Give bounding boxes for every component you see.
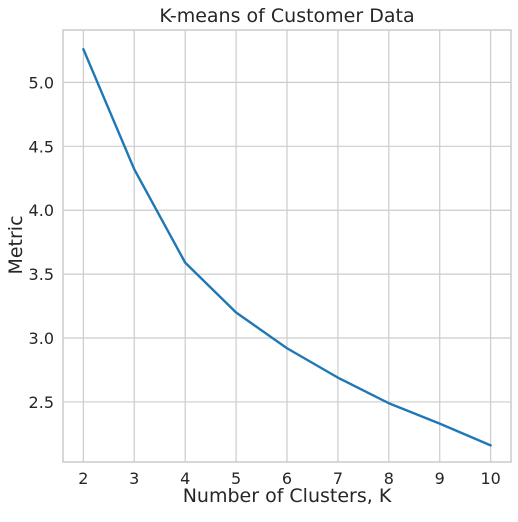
y-tick-label: 3.5 [29, 265, 54, 284]
y-tick-label: 4.0 [29, 201, 54, 220]
x-axis-title: Number of Clusters, K [183, 485, 392, 507]
x-tick-label: 8 [384, 469, 394, 488]
series-line [82, 47, 492, 447]
grid-lines [63, 30, 511, 462]
y-axis-title: Metric [5, 215, 27, 274]
y-tick-label: 3.0 [29, 329, 54, 348]
x-tick-label: 2 [78, 469, 88, 488]
x-tick-label: 9 [435, 469, 445, 488]
x-tick-label: 6 [282, 469, 292, 488]
chart-title: K-means of Customer Data [159, 5, 414, 27]
x-tick-label: 5 [231, 469, 241, 488]
x-tick-label: 3 [129, 469, 139, 488]
x-tick-label: 7 [333, 469, 343, 488]
x-tick-label: 4 [180, 469, 190, 488]
series-layer [82, 47, 492, 447]
plot-frame [62, 29, 512, 463]
y-tick-label: 5.0 [29, 73, 54, 92]
y-tick-label: 2.5 [29, 393, 54, 412]
x-tick-label: 10 [480, 469, 500, 488]
tick-labels: 2 3 4 5 6 7 8 9 10 2.5 3.0 3.5 4.0 4.5 5.0 [29, 73, 501, 488]
y-tick-label: 4.5 [29, 137, 54, 156]
